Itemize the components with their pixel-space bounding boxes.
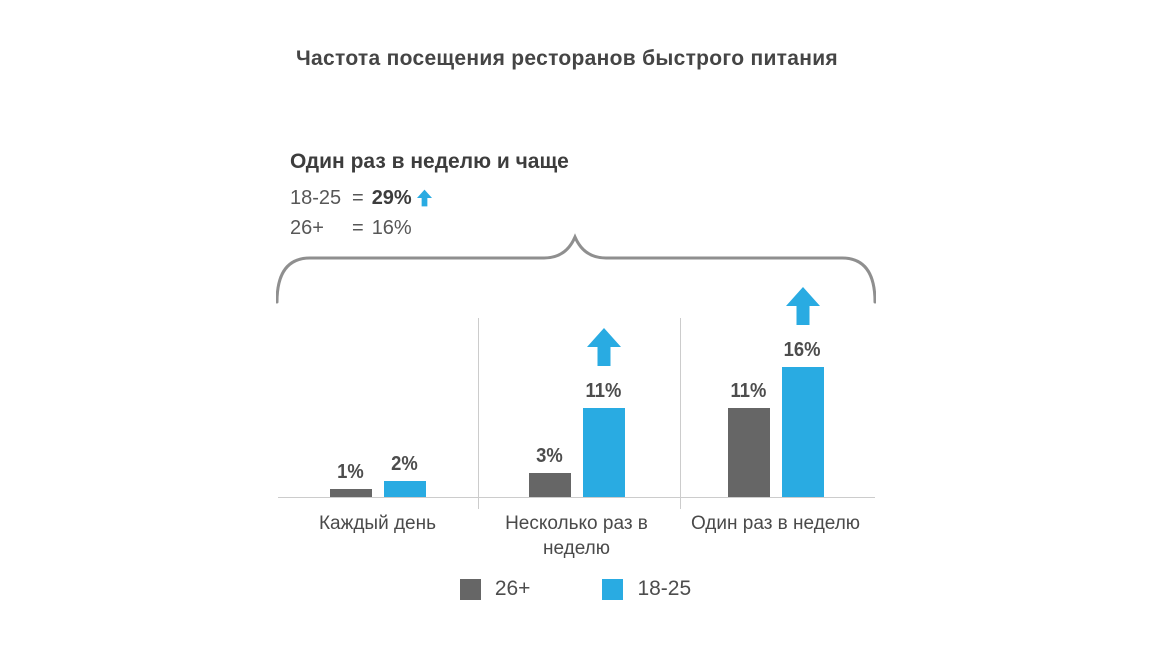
annotation-age-label: 26+ <box>290 217 324 239</box>
up-arrow-icon <box>785 287 820 325</box>
category-divider <box>680 318 681 509</box>
equals-sign: = <box>352 217 364 239</box>
bar-value-label: 2% <box>391 452 418 475</box>
annotation-age-label: 18-25 <box>290 187 342 209</box>
bar-26plus <box>528 472 571 497</box>
legend-label: 18-25 <box>637 577 692 600</box>
legend-item-18-25: 18-25 <box>602 577 691 601</box>
category-label: Несколько раз в неделю <box>505 513 648 559</box>
bar-value-label: 1% <box>337 460 364 483</box>
annotation-value-16: 16% <box>371 217 412 239</box>
bar-column: 2% <box>383 452 426 497</box>
bar-column: 16% <box>781 287 824 497</box>
category-label: Каждый день <box>318 513 437 534</box>
annotation-value-29: 29% <box>371 187 412 209</box>
bar-26plus <box>329 488 372 497</box>
annotation-block: Один раз в неделю и чаще 18-25 = 29% 26+… <box>290 150 569 243</box>
annotation-heading: Один раз в неделю и чаще <box>290 150 569 173</box>
curly-brace <box>275 232 877 309</box>
equals-sign: = <box>352 187 364 209</box>
bar-18-25 <box>781 367 824 497</box>
bar-value-label: 11% <box>730 379 767 402</box>
bar-chart: 1% 2% Каждый день 3% 11% <box>278 287 875 559</box>
bar-18-25 <box>582 407 625 497</box>
up-arrow-icon <box>416 189 432 207</box>
chart-group-every-day: 1% 2% Каждый день <box>278 300 477 534</box>
legend-label: 26+ <box>494 577 531 600</box>
bar-column: 11% <box>582 327 625 497</box>
up-arrow-icon <box>586 327 621 366</box>
legend-swatch-18-25 <box>602 578 624 600</box>
bar-value-label: 11% <box>585 379 622 402</box>
bar-18-25 <box>383 480 426 497</box>
bar-column: 1% <box>329 460 372 497</box>
legend: 26+ 18-25 <box>0 577 1151 601</box>
chart-title: Частота посещения ресторанов быстрого пи… <box>296 47 838 70</box>
category-label: Один раз в неделю <box>690 513 861 534</box>
bar-column: 3% <box>528 444 571 497</box>
bar-value-label: 16% <box>784 339 821 361</box>
bar-26plus <box>727 407 770 497</box>
annotation-row-26plus: 26+ = 16% <box>290 213 569 243</box>
legend-swatch-26plus <box>459 578 481 600</box>
chart-group-once-week: 11% 16% Один раз в неделю <box>676 287 875 534</box>
bar-value-label: 3% <box>536 444 563 467</box>
chart-group-several-times-week: 3% 11% Несколько раз в неделю <box>477 300 676 559</box>
category-divider <box>478 318 479 509</box>
annotation-row-18-25: 18-25 = 29% <box>290 183 569 213</box>
bar-column: 11% <box>727 379 770 497</box>
legend-item-26plus: 26+ <box>459 577 531 601</box>
